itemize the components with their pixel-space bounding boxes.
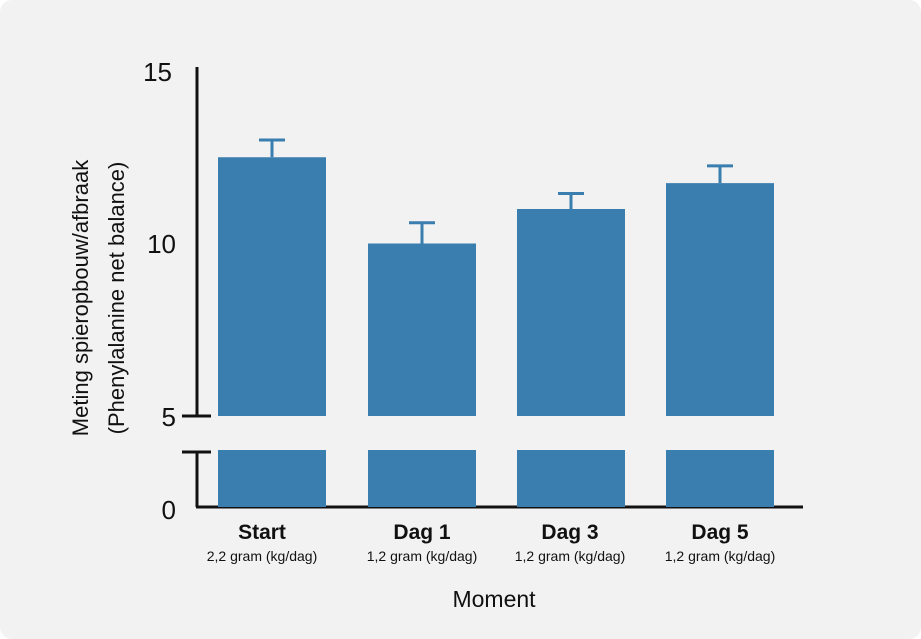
x-axis-title: Moment bbox=[452, 586, 536, 612]
bar-dag-3-lower bbox=[517, 450, 625, 507]
category-label-dag-1: Dag 1 bbox=[393, 521, 451, 544]
bar-dag-1 bbox=[368, 243, 476, 416]
bar-dag-1-lower bbox=[368, 450, 476, 507]
category-label-start: Start bbox=[238, 521, 286, 544]
category-label-dag-5: Dag 5 bbox=[691, 521, 749, 544]
y-axis-title-line-2: (Phenylalanine net balance) bbox=[104, 162, 129, 435]
bar-dag-5 bbox=[666, 183, 774, 416]
category-sublabel-dag-5: 1,2 gram (kg/dag) bbox=[665, 548, 776, 564]
category-sublabel-dag-3: 1,2 gram (kg/dag) bbox=[515, 548, 626, 564]
y-tick-label-10: 10 bbox=[147, 229, 176, 259]
category-label-dag-3: Dag 3 bbox=[541, 521, 598, 544]
y-axis-title: Meting spieropbouw/afbraak (Phenylalanin… bbox=[68, 159, 129, 436]
bars bbox=[218, 138, 774, 507]
bar-dag-3 bbox=[517, 209, 625, 416]
y-tick-label-5: 5 bbox=[162, 402, 176, 432]
y-tick-label-15: 15 bbox=[143, 57, 172, 87]
category-sublabel-start: 2,2 gram (kg/dag) bbox=[207, 548, 318, 564]
bar-dag-5-lower bbox=[666, 450, 774, 507]
y-tick-label-0: 0 bbox=[162, 495, 176, 525]
bar-start-lower bbox=[218, 450, 326, 507]
y-axis-title-line-1: Meting spieropbouw/afbraak bbox=[68, 159, 93, 436]
bar-start bbox=[218, 157, 326, 416]
category-sublabel-dag-1: 1,2 gram (kg/dag) bbox=[367, 548, 478, 564]
